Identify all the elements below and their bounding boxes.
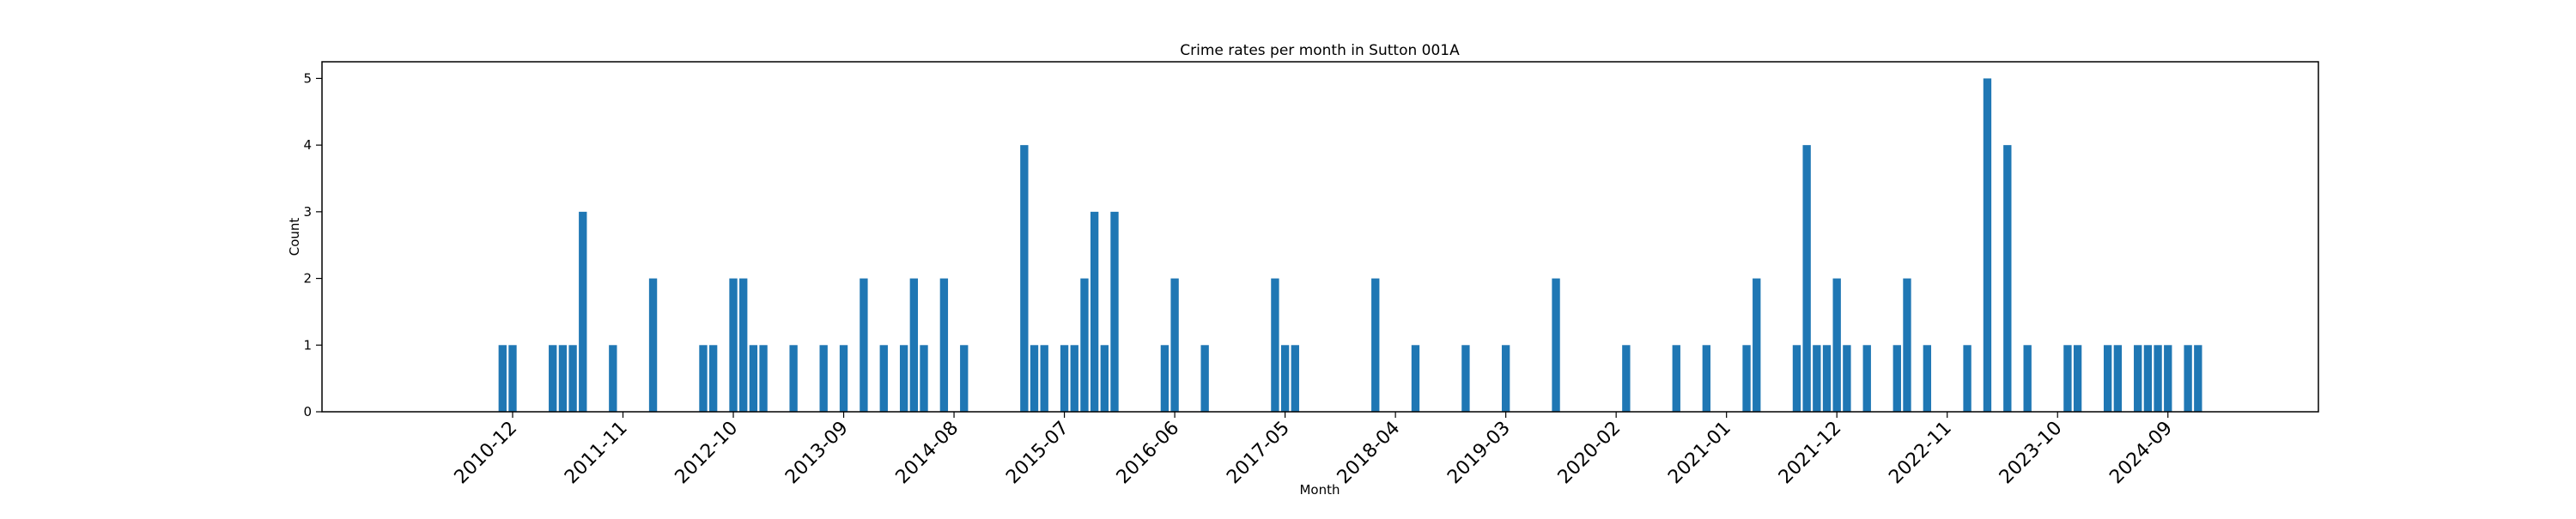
bar — [1160, 345, 1170, 412]
bar — [1060, 345, 1069, 412]
bar — [1983, 78, 1992, 413]
bar — [2073, 345, 2082, 412]
bar — [960, 345, 969, 412]
bar — [1070, 345, 1078, 412]
bar — [899, 345, 908, 412]
bar — [1893, 345, 1901, 412]
bar — [2003, 145, 2012, 412]
bar — [699, 345, 708, 412]
y-tick-label: 5 — [303, 70, 312, 86]
bar — [2194, 345, 2202, 412]
bar — [1672, 345, 1680, 412]
bar — [2023, 345, 2032, 412]
bar — [579, 211, 587, 412]
bar — [1291, 345, 1299, 412]
bar — [2154, 345, 2162, 412]
bar — [739, 278, 748, 412]
bar — [939, 278, 949, 412]
bar — [1030, 345, 1039, 412]
y-tick-label: 2 — [303, 271, 312, 287]
bar — [2164, 345, 2172, 412]
plot-area-frame — [321, 61, 2319, 413]
x-axis-label: Month — [1299, 482, 1340, 498]
bar — [1813, 345, 1821, 412]
bar — [498, 345, 507, 412]
bar — [1090, 211, 1099, 412]
bar — [789, 345, 798, 412]
bar — [1271, 278, 1279, 412]
y-axis-ticks: 0 1 2 3 4 5 — [303, 70, 322, 419]
bar — [1461, 345, 1470, 412]
bar — [2134, 345, 2142, 412]
bar — [1802, 145, 1811, 412]
bar — [879, 345, 888, 412]
bar — [549, 345, 557, 412]
bar — [839, 345, 848, 412]
bar — [2143, 345, 2153, 412]
y-tick-label: 3 — [303, 204, 312, 220]
bar — [920, 345, 928, 412]
bar — [1923, 345, 1932, 412]
bar — [1110, 211, 1119, 412]
y-axis-label: Count — [287, 218, 302, 256]
bar — [1702, 345, 1710, 412]
bar — [1832, 278, 1841, 412]
bar — [1822, 345, 1832, 412]
bar — [2113, 345, 2123, 412]
bar — [1080, 278, 1089, 412]
bar — [568, 345, 577, 412]
bar — [1622, 345, 1631, 412]
y-tick-label: 0 — [303, 404, 312, 419]
bar — [1792, 345, 1801, 412]
bar — [1552, 278, 1560, 412]
bar — [558, 345, 568, 412]
y-tick-label: 1 — [303, 337, 312, 353]
bar — [1501, 345, 1510, 412]
y-tick-label: 4 — [303, 137, 312, 153]
bars-layer — [498, 78, 2202, 413]
bar — [648, 278, 658, 412]
bar — [609, 345, 617, 412]
bar — [1411, 345, 1420, 412]
bar — [909, 278, 918, 412]
bar — [759, 345, 768, 412]
bar — [1280, 345, 1290, 412]
bar — [1200, 345, 1209, 412]
bar — [729, 278, 738, 412]
bar — [708, 345, 718, 412]
bar — [1903, 278, 1911, 412]
bar — [1753, 278, 1761, 412]
bar — [2103, 345, 2112, 412]
bar — [1100, 345, 1109, 412]
bar — [1371, 278, 1380, 412]
bar — [860, 278, 868, 412]
bar — [1843, 345, 1851, 412]
bar — [508, 345, 517, 412]
chart-title: Crime rates per month in Sutton 001A — [1180, 42, 1460, 59]
bar — [749, 345, 758, 412]
bar — [1963, 345, 1971, 412]
bar — [1862, 345, 1871, 412]
bar — [819, 345, 828, 412]
bar — [1742, 345, 1751, 412]
bar — [1040, 345, 1048, 412]
bar — [1020, 145, 1029, 412]
bar — [2184, 345, 2192, 412]
bar — [2063, 345, 2072, 412]
bar — [1170, 278, 1179, 412]
